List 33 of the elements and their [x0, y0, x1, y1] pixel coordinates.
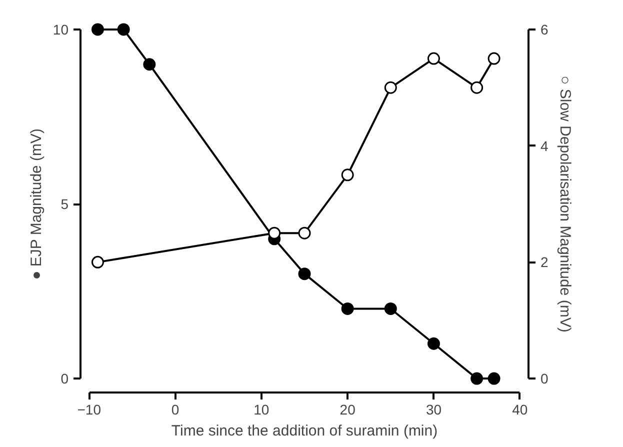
point: [341, 168, 354, 182]
point: [470, 81, 484, 94]
point: [384, 81, 397, 94]
x-tick-label: −10: [77, 402, 102, 418]
y2-tick-label: 4: [540, 138, 548, 154]
x-axis-title: Time since the addition of suramin (min): [171, 422, 438, 440]
point: [341, 302, 354, 315]
point: [427, 52, 440, 65]
point: [298, 268, 311, 280]
point: [427, 337, 440, 350]
point: [91, 23, 104, 36]
x-tick-label: 30: [426, 402, 442, 418]
y2-tick-label: 0: [540, 370, 548, 387]
point: [470, 372, 484, 385]
y2-tick-label: 6: [540, 21, 548, 38]
point: [298, 226, 311, 240]
y-tick-label: 0: [60, 370, 69, 387]
point: [384, 302, 397, 315]
x-tick-label: 20: [340, 402, 356, 418]
point: [488, 372, 500, 385]
y-tick-label: 5: [60, 196, 69, 212]
point: [91, 256, 104, 268]
point: [143, 58, 156, 71]
x-tick-label: 10: [254, 402, 270, 418]
x-tick-label: 40: [512, 402, 528, 418]
y2-axis-title: ○ Slow Depolarisation Magnitude (mV): [556, 76, 574, 332]
point: [488, 52, 500, 65]
point: [268, 226, 281, 240]
y-axis-title: ● EJP Magnitude (mV): [28, 128, 45, 280]
x-tick-label: 0: [171, 402, 180, 418]
y-tick-label: 10: [52, 21, 69, 38]
point: [117, 23, 130, 36]
y2-tick-label: 2: [540, 254, 548, 270]
